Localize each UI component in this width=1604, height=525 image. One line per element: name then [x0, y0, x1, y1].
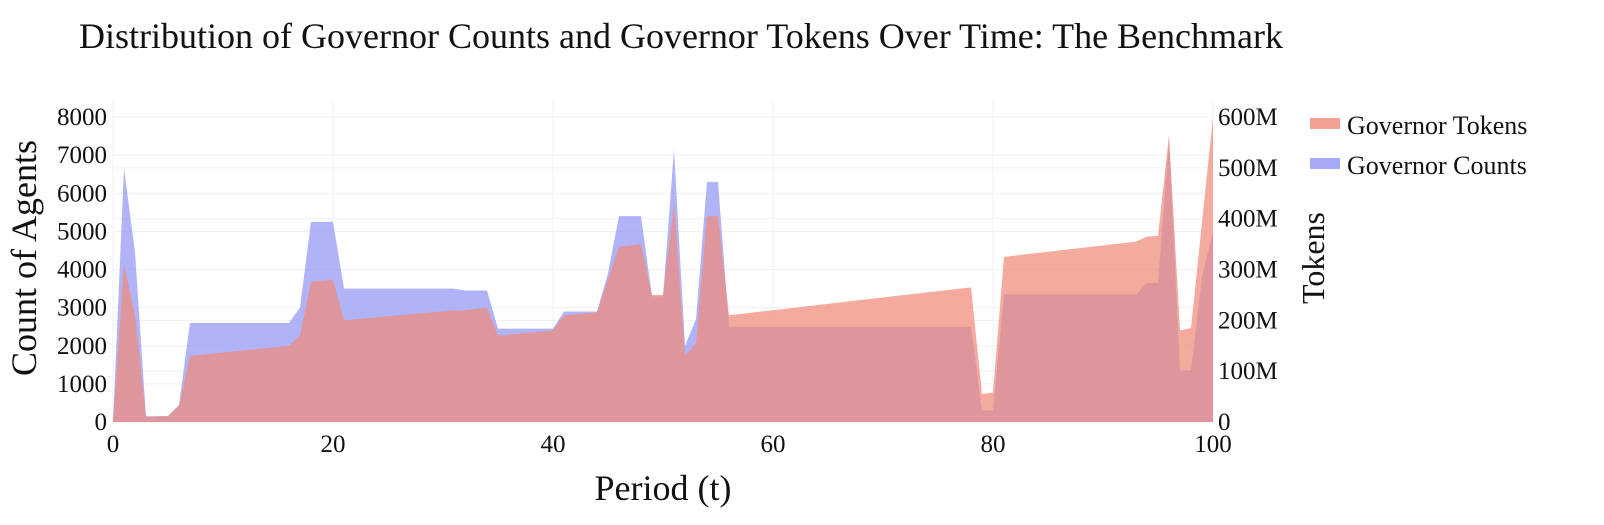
- x-tick-label: 20: [321, 431, 346, 458]
- legend-label-governor-tokens: Governor Tokens: [1347, 111, 1527, 140]
- y-axis-title: Count of Agents: [4, 140, 44, 376]
- y2-axis-ticks: 0 100M 200M 300M 400M 500M 600M: [1218, 104, 1278, 436]
- x-tick-label: 40: [541, 431, 566, 458]
- y-axis-ticks: 0 1000 2000 3000 4000 5000 6000 7000 8000: [57, 104, 107, 436]
- y-tick-label: 8000: [57, 104, 107, 131]
- y2-tick-label: 600M: [1218, 104, 1278, 131]
- y-tick-label: 0: [95, 409, 108, 436]
- legend-swatch-governor-tokens: [1310, 118, 1340, 129]
- y-tick-label: 4000: [57, 257, 107, 284]
- y2-tick-label: 100M: [1218, 358, 1278, 385]
- legend: Governor Tokens Governor Counts: [1310, 111, 1527, 180]
- legend-swatch-governor-counts: [1310, 158, 1340, 169]
- y-tick-label: 3000: [57, 295, 107, 322]
- area-governor-tokens: [113, 117, 1213, 422]
- y-tick-label: 2000: [57, 333, 107, 360]
- y2-axis-title: Tokens: [1295, 212, 1331, 304]
- area-series: [113, 117, 1213, 422]
- x-tick-label: 60: [761, 431, 786, 458]
- y2-tick-label: 400M: [1218, 206, 1278, 233]
- y-tick-label: 5000: [57, 218, 107, 245]
- y2-tick-label: 500M: [1218, 155, 1278, 182]
- x-axis-title: Period (t): [595, 468, 732, 508]
- y2-tick-label: 0: [1218, 409, 1231, 436]
- legend-item-governor-tokens[interactable]: Governor Tokens: [1310, 111, 1527, 140]
- x-tick-label: 100: [1194, 431, 1232, 458]
- x-axis-ticks: 0 20 40 60 80 100: [107, 431, 1232, 458]
- x-tick-label: 0: [107, 431, 120, 458]
- y-tick-label: 1000: [57, 371, 107, 398]
- y-tick-label: 7000: [57, 142, 107, 169]
- y2-tick-label: 200M: [1218, 307, 1278, 334]
- y2-tick-label: 300M: [1218, 257, 1278, 284]
- legend-label-governor-counts: Governor Counts: [1347, 151, 1527, 180]
- legend-item-governor-counts[interactable]: Governor Counts: [1310, 151, 1527, 180]
- chart-title: Distribution of Governor Counts and Gove…: [79, 16, 1283, 56]
- y-tick-label: 6000: [57, 180, 107, 207]
- x-tick-label: 80: [981, 431, 1006, 458]
